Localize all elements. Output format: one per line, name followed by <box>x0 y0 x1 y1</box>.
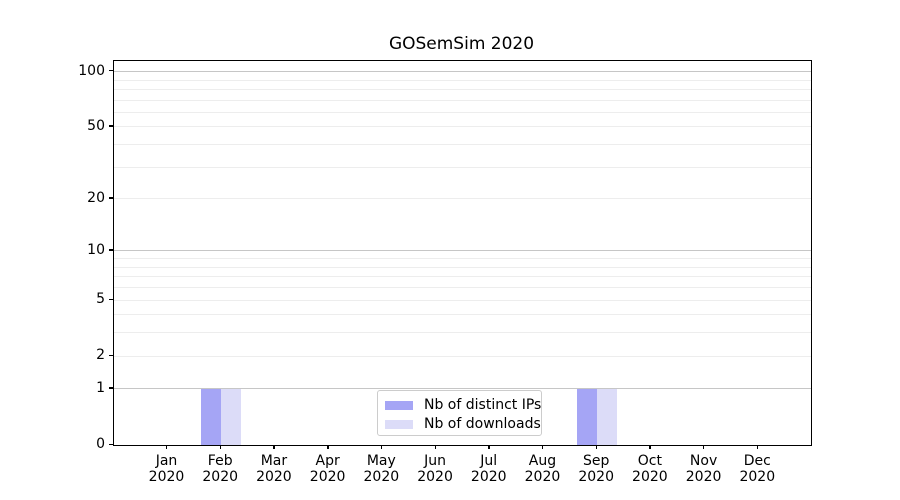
legend-swatch-downloads <box>385 420 413 429</box>
bar-downloads <box>597 388 618 445</box>
bar-distinct-ips <box>577 388 598 445</box>
gridline-minor <box>114 99 811 101</box>
y-tick-label: 2 <box>96 347 105 364</box>
y-tick-label: 1 <box>96 379 105 396</box>
x-tick-label: Oct 2020 <box>632 453 668 485</box>
bar-downloads <box>221 388 242 445</box>
gridline-minor <box>114 355 811 357</box>
x-tick-label: Nov 2020 <box>685 453 722 485</box>
x-tick-label: Jun 2020 <box>417 453 453 485</box>
x-axis-tick <box>756 445 759 449</box>
gridline-minor <box>114 287 811 289</box>
x-axis-tick <box>595 445 598 449</box>
gridline-minor <box>114 266 811 268</box>
x-tick-label: Feb 2020 <box>202 453 239 485</box>
legend-label-downloads: Nb of downloads <box>424 416 541 432</box>
x-tick-label: Sep 2020 <box>578 453 614 485</box>
y-axis-tick <box>109 125 113 127</box>
y-axis-tick <box>109 387 113 389</box>
gridline-major <box>114 388 811 390</box>
gridline-major <box>114 250 811 252</box>
gridline-minor <box>114 88 811 90</box>
y-axis-tick <box>109 197 113 199</box>
y-tick-label: 0 <box>96 436 105 452</box>
x-axis-tick <box>380 445 383 449</box>
bar-distinct-ips <box>201 388 222 445</box>
x-axis-tick <box>166 445 168 449</box>
gridline-minor <box>114 258 811 260</box>
legend-item-distinct-ips: Nb of distinct IPs <box>385 396 541 415</box>
x-tick-label: Dec 2020 <box>739 453 776 485</box>
x-axis-tick <box>327 445 329 449</box>
gridline-minor <box>114 144 811 146</box>
legend-swatch-distinct-ips <box>385 401 413 410</box>
x-tick-label: Aug 2020 <box>524 453 561 485</box>
y-axis-tick <box>109 70 113 72</box>
x-tick-label: May 2020 <box>363 453 400 485</box>
y-axis-tick <box>109 443 113 445</box>
gridline-minor <box>114 314 811 316</box>
gridline-minor <box>114 299 811 301</box>
gridline-minor <box>114 79 811 81</box>
legend-label-distinct-ips: Nb of distinct IPs <box>424 397 542 413</box>
y-tick-label: 100 <box>78 62 105 79</box>
gridline-minor <box>114 198 811 200</box>
y-axis-tick <box>109 249 113 251</box>
chart-title: GOSemSim 2020 <box>388 34 535 54</box>
legend-item-downloads: Nb of downloads <box>385 415 541 434</box>
x-axis-tick <box>649 445 651 449</box>
x-axis-tick <box>703 445 705 449</box>
x-tick-label: Apr 2020 <box>309 453 346 485</box>
x-tick-label: Jul 2020 <box>470 453 507 485</box>
gridline-minor <box>114 126 811 128</box>
y-axis-tick <box>109 298 113 300</box>
x-axis-tick <box>488 445 490 449</box>
gridline-minor <box>114 276 811 278</box>
plot-area <box>113 60 812 446</box>
x-axis-tick <box>434 445 436 449</box>
legend: Nb of distinct IPs Nb of downloads <box>377 390 542 436</box>
x-axis-tick <box>219 445 222 449</box>
gridline-minor <box>114 166 811 168</box>
x-axis-tick <box>273 445 275 449</box>
y-tick-label: 20 <box>87 189 105 206</box>
y-tick-label: 5 <box>96 291 105 308</box>
y-tick-label: 50 <box>87 117 105 134</box>
y-tick-label: 10 <box>87 241 105 258</box>
y-axis-tick <box>109 354 113 356</box>
gridline-major <box>114 71 811 73</box>
x-tick-label: Mar 2020 <box>256 453 292 485</box>
gridline-minor <box>114 332 811 334</box>
gridline-minor <box>114 111 811 113</box>
x-axis-tick <box>541 445 544 449</box>
x-tick-label: Jan 2020 <box>148 453 185 485</box>
